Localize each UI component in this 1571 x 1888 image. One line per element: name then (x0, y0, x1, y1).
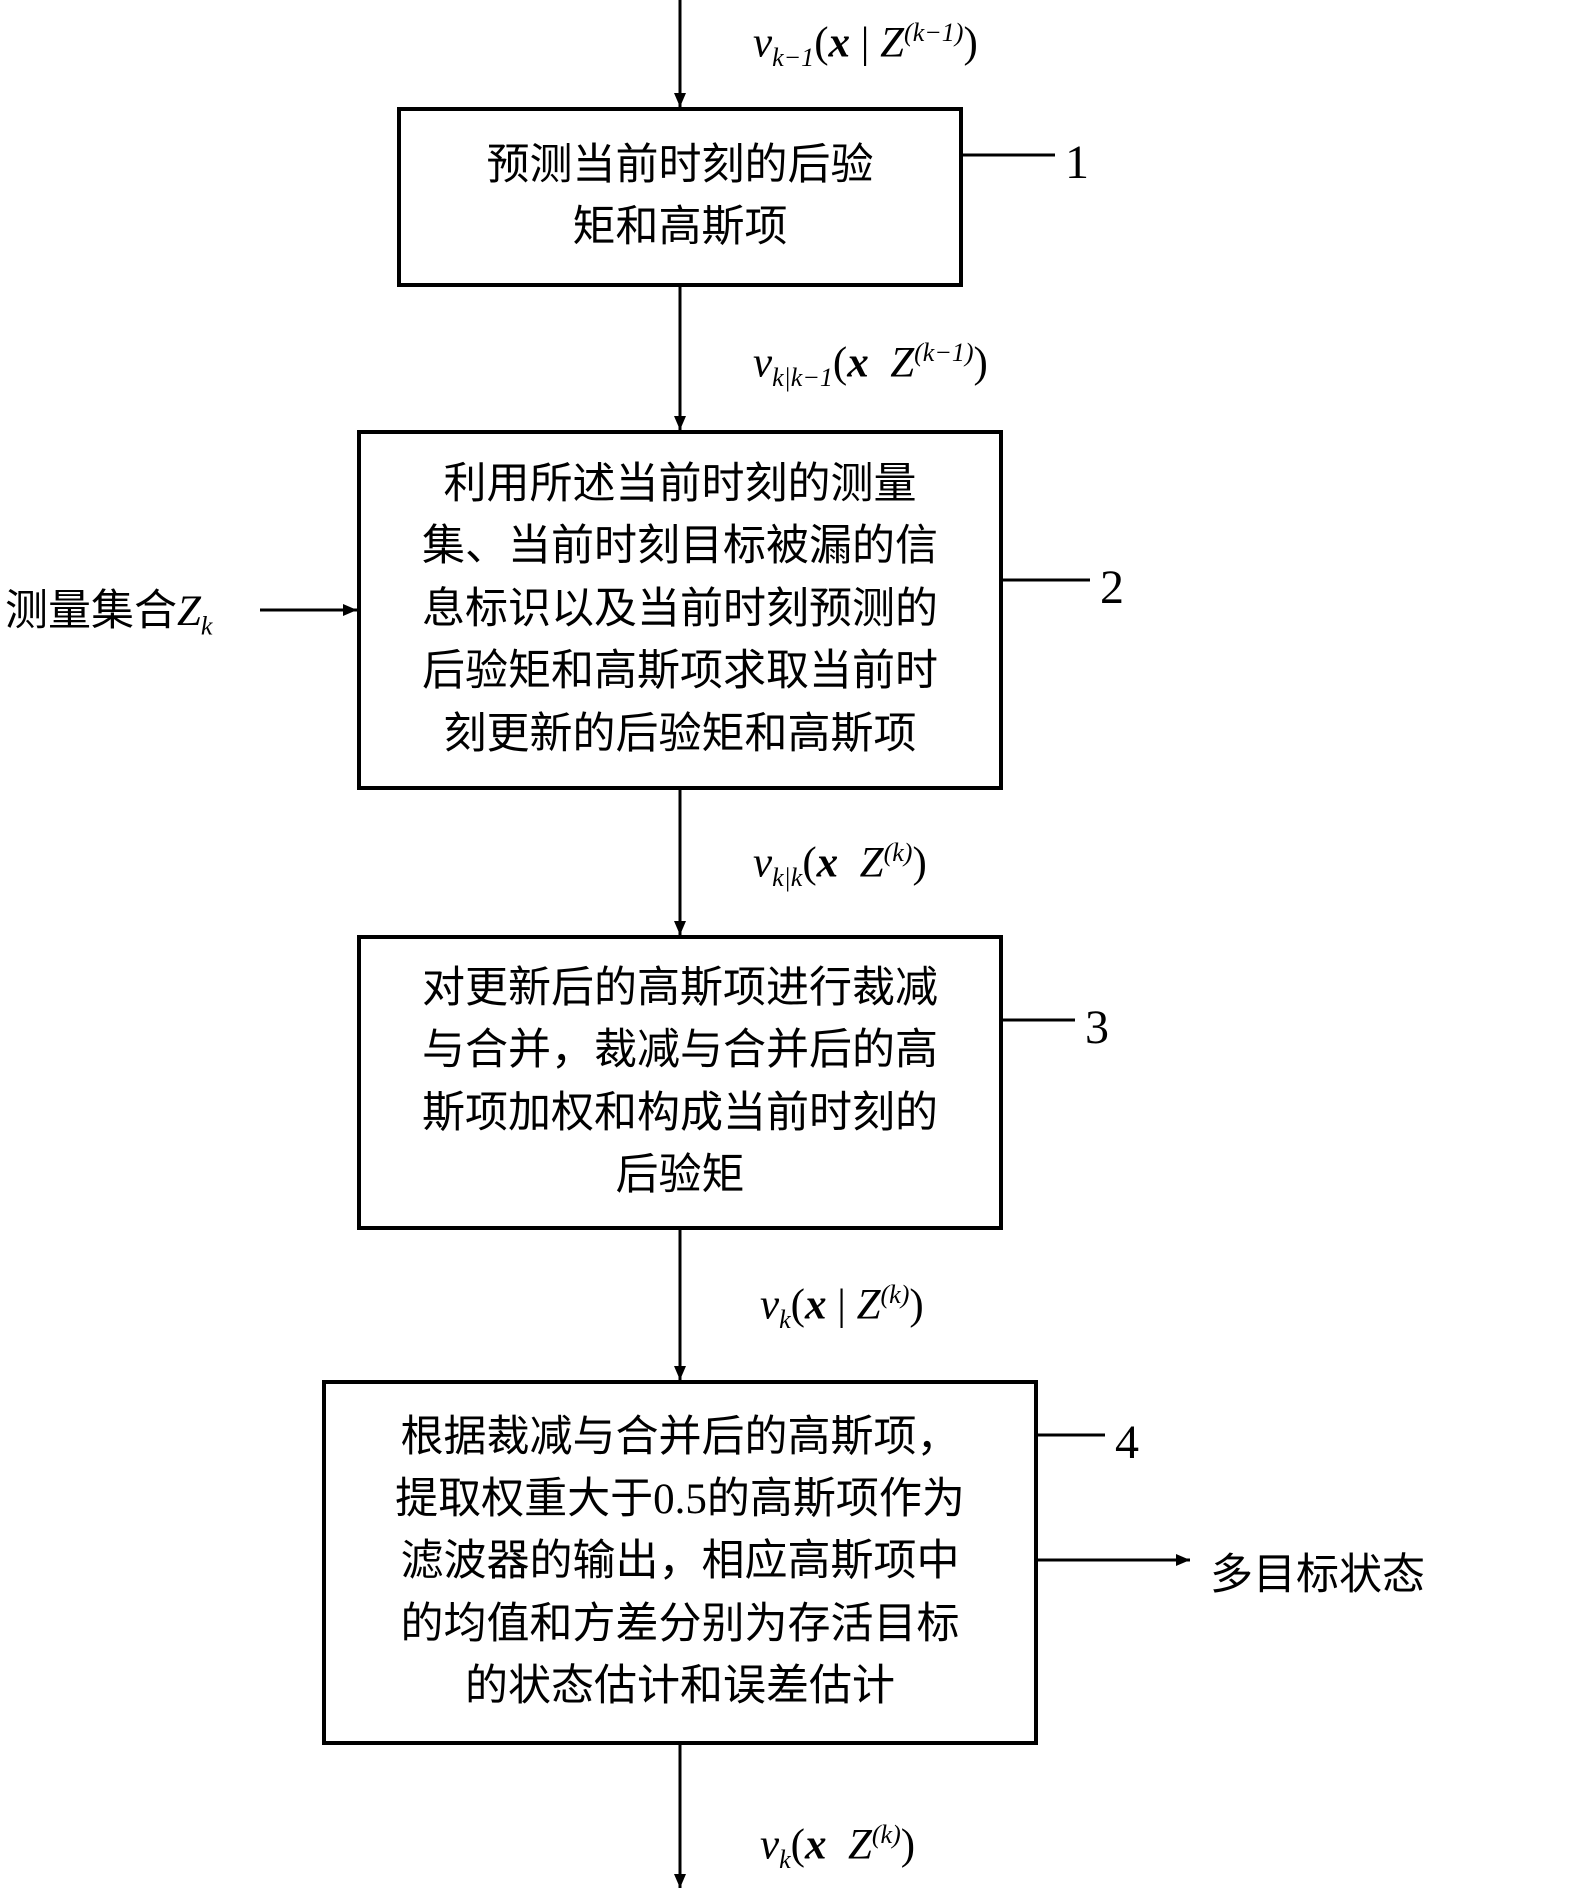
measurement-set-label: 测量集合Zk (5, 576, 212, 642)
flowchart-canvas: 预测当前时刻的后验矩和高斯项 利用所述当前时刻的测量集、当前时刻目标被漏的信息标… (0, 0, 1571, 1888)
step-number-1: 1 (1065, 135, 1089, 190)
step-text-1: 预测当前时刻的后验矩和高斯项 (487, 135, 874, 260)
measurement-set-prefix: 测量集合 (5, 588, 177, 635)
step-box-1: 预测当前时刻的后验矩和高斯项 (397, 107, 963, 287)
formula-5: vk(x Z(k)) (760, 1820, 915, 1875)
step-number-3: 3 (1085, 1000, 1109, 1055)
step-box-3: 对更新后的高斯项进行裁减与合并，裁减与合并后的高斯项加权和构成当前时刻的后验矩 (357, 935, 1003, 1230)
formula-4: vk(x | Z(k)) (760, 1280, 924, 1335)
measurement-set-sub: k (201, 612, 213, 641)
step-text-2: 利用所述当前时刻的测量集、当前时刻目标被漏的信息标识以及当前时刻预测的后验矩和高… (422, 454, 938, 766)
measurement-set-var: Z (177, 588, 201, 635)
multi-target-state-label: 多目标状态 (1210, 1540, 1425, 1602)
formula-2: vk|k−1(x Z(k−1)) (753, 338, 988, 393)
formula-3: vk|k(x Z(k)) (753, 838, 927, 893)
formula-1: vk−1(x | Z(k−1)) (753, 18, 978, 73)
step-number-2: 2 (1100, 560, 1124, 615)
step-box-4: 根据裁减与合并后的高斯项，提取权重大于0.5的高斯项作为滤波器的输出，相应高斯项… (322, 1380, 1038, 1745)
step-text-4: 根据裁减与合并后的高斯项，提取权重大于0.5的高斯项作为滤波器的输出，相应高斯项… (395, 1407, 965, 1719)
step-number-4: 4 (1115, 1415, 1139, 1470)
step-text-3: 对更新后的高斯项进行裁减与合并，裁减与合并后的高斯项加权和构成当前时刻的后验矩 (422, 958, 938, 1207)
step-box-2: 利用所述当前时刻的测量集、当前时刻目标被漏的信息标识以及当前时刻预测的后验矩和高… (357, 430, 1003, 790)
